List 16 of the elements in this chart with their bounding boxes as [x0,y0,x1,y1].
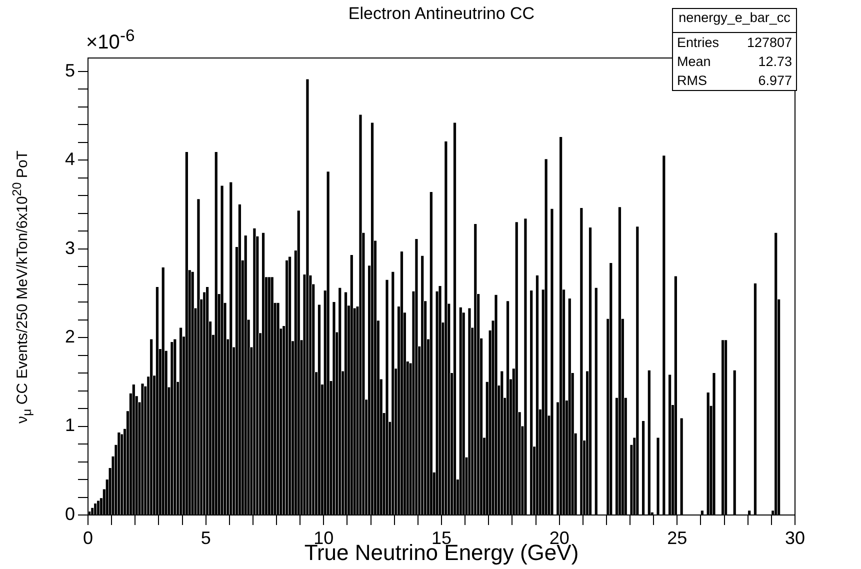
y-tick-label: 0 [64,504,75,524]
x-tick-label: 30 [784,528,806,548]
y-tick-label: 1 [64,415,75,436]
chart-title: Electron Antineutrino CC [348,4,535,24]
y-tick-label: 2 [64,326,75,346]
x-tick-label: 0 [82,528,94,548]
x-tick-label: 25 [667,528,688,548]
text: Mean 12.73 [677,54,792,69]
x-tick-label: 5 [200,528,211,548]
text: Entries 127807 [677,35,792,50]
text: RMS 6.977 [677,73,792,88]
y-tick-label: 3 [64,238,75,258]
text: nenergy_e_bar_cc [673,9,796,33]
text: ×10$^{-6}$ [86,26,135,55]
y-tick-label: 4 [64,149,75,170]
y-tick-label: 5 [64,60,75,80]
